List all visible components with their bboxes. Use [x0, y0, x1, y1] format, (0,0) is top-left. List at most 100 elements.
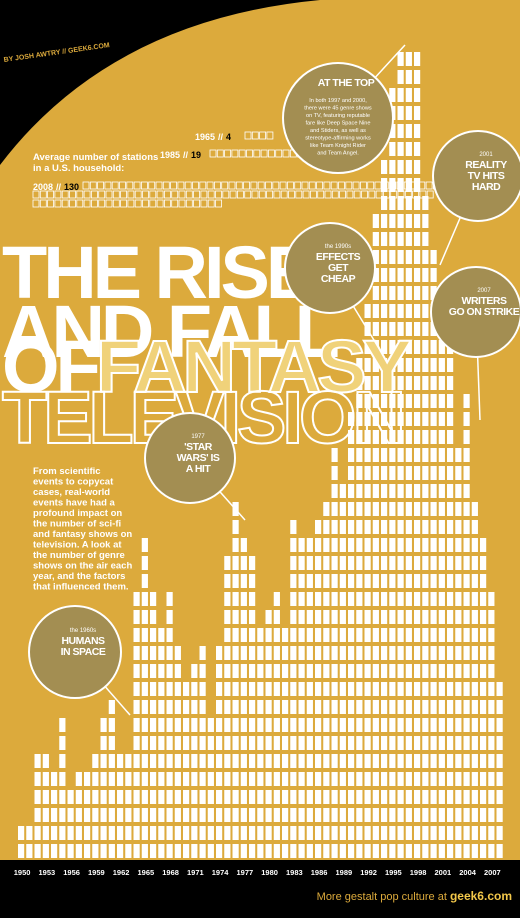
- bar-block: [331, 574, 338, 588]
- bar-block: [397, 322, 404, 336]
- bar-block: [405, 466, 412, 480]
- bar-block: [463, 520, 470, 534]
- bar-block: [463, 574, 470, 588]
- bar-block: [455, 718, 462, 732]
- bar-block: [364, 808, 371, 822]
- station-box: [251, 190, 259, 199]
- bar: [447, 340, 454, 858]
- station-box: [199, 181, 207, 190]
- bar-block: [331, 556, 338, 570]
- bar-block: [422, 322, 429, 336]
- bar-block: [405, 718, 412, 732]
- bar-block: [381, 466, 388, 480]
- x-tick-label: 1959: [88, 868, 105, 877]
- bar-block: [339, 538, 346, 552]
- stations-value: 130: [64, 182, 79, 192]
- bar-block: [381, 718, 388, 732]
- station-box: [253, 149, 261, 158]
- bar-block: [389, 376, 396, 390]
- bar-block: [381, 826, 388, 840]
- bar-block: [199, 826, 206, 840]
- bar-block: [447, 466, 454, 480]
- bar-block: [463, 502, 470, 516]
- bar-block: [405, 592, 412, 606]
- bar-block: [108, 790, 115, 804]
- stations-separator: //: [183, 150, 189, 160]
- bar-block: [381, 448, 388, 462]
- bar-block: [397, 844, 404, 858]
- bar-block: [67, 844, 74, 858]
- station-box: [91, 190, 98, 199]
- bar-block: [339, 736, 346, 750]
- bar-block: [364, 358, 371, 372]
- bar-block: [372, 682, 379, 696]
- bar-block: [389, 286, 396, 300]
- bar-block: [249, 844, 256, 858]
- bar-block: [422, 718, 429, 732]
- bar-block: [348, 610, 355, 624]
- bar-block: [331, 538, 338, 552]
- bar-block: [183, 826, 190, 840]
- bar-block: [298, 628, 305, 642]
- bar-block: [232, 610, 239, 624]
- bar-block: [381, 286, 388, 300]
- bar-block: [331, 790, 338, 804]
- bar-block: [150, 790, 157, 804]
- bar-block: [290, 592, 297, 606]
- x-tick-label: 1986: [311, 868, 328, 877]
- station-box: [142, 190, 149, 199]
- bar-block: [141, 682, 148, 696]
- bar-block: [92, 826, 99, 840]
- bar-block: [438, 538, 445, 552]
- bar-block: [273, 628, 280, 642]
- station-box: [345, 181, 353, 190]
- bar-block: [331, 808, 338, 822]
- bar: [75, 772, 82, 858]
- bar-block: [447, 736, 454, 750]
- bar-block: [158, 772, 165, 786]
- bar-block: [438, 628, 445, 642]
- bar-block: [158, 628, 165, 642]
- bar-block: [339, 772, 346, 786]
- bar-block: [315, 610, 322, 624]
- bar-block: [133, 826, 140, 840]
- bar-block: [471, 844, 478, 858]
- bar-block: [480, 592, 487, 606]
- bar-block: [430, 844, 437, 858]
- bar-block: [224, 592, 231, 606]
- bar-block: [166, 754, 173, 768]
- bar-block: [331, 592, 338, 606]
- bar-block: [75, 844, 82, 858]
- bar-block: [397, 250, 404, 264]
- bar-block: [141, 754, 148, 768]
- bar-block: [414, 70, 421, 84]
- bar: [381, 160, 388, 858]
- bar-block: [315, 754, 322, 768]
- bar-block: [273, 754, 280, 768]
- callout-kicker: the 1960s: [70, 628, 96, 634]
- bar-block: [397, 466, 404, 480]
- station-box: [82, 181, 90, 190]
- bar-block: [414, 502, 421, 516]
- bar-block: [224, 844, 231, 858]
- bar-block: [315, 538, 322, 552]
- bar: [174, 646, 181, 858]
- bar-block: [471, 556, 478, 570]
- bar-block: [150, 664, 157, 678]
- bar-block: [158, 790, 165, 804]
- bar-block: [463, 718, 470, 732]
- bar-block: [496, 754, 503, 768]
- bar-block: [430, 628, 437, 642]
- bar-block: [224, 808, 231, 822]
- station-box: [425, 181, 433, 190]
- bar-block: [447, 592, 454, 606]
- bar-block: [488, 826, 495, 840]
- bar-block: [397, 574, 404, 588]
- bar-block: [405, 808, 412, 822]
- station-box: [244, 190, 252, 199]
- bar-block: [348, 700, 355, 714]
- bar-block: [323, 502, 330, 516]
- station-boxes: [244, 131, 274, 140]
- bar-block: [389, 142, 396, 156]
- bar-block: [422, 610, 429, 624]
